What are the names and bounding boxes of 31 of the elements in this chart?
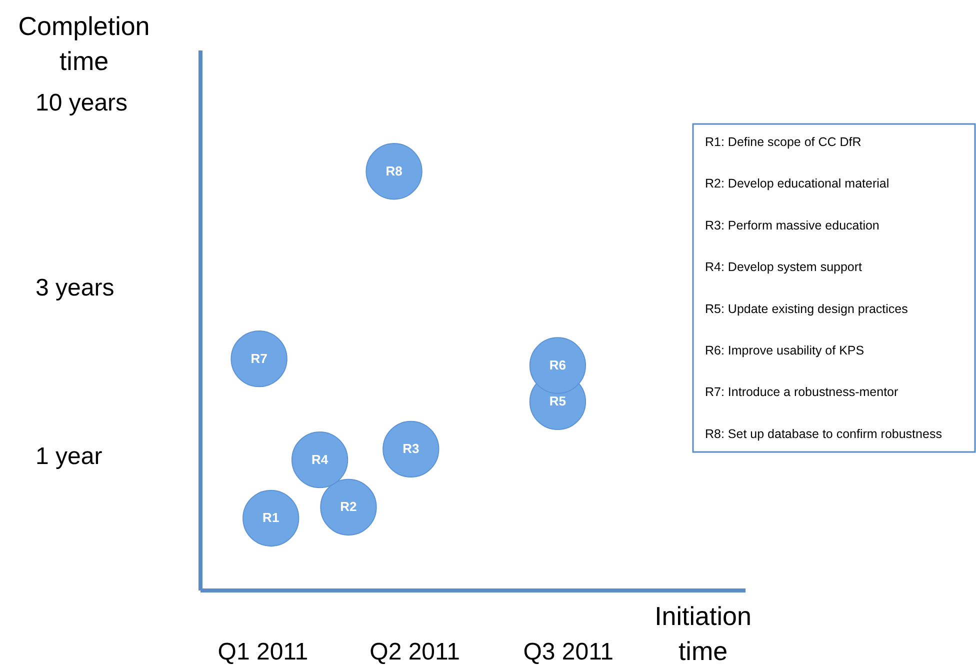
y-axis-title: Completion time [18, 11, 150, 76]
series-label: R6 [549, 357, 566, 372]
x-tick-label: Q1 2011 [218, 638, 308, 666]
annotation: R1: Define scope of CC DfR [705, 135, 862, 149]
series-label: R8 [386, 163, 402, 178]
point [242, 490, 300, 547]
annotation: R2: Develop educational material [705, 176, 890, 191]
point [366, 143, 422, 200]
x-tick-label: Q3 2011 [523, 638, 614, 666]
x-tick-label: Q2 2011 [370, 638, 460, 666]
series-label: R1 [262, 510, 280, 526]
y-tick-label: 10 years [36, 89, 128, 116]
y-tick-label: 3 years [36, 274, 114, 302]
x-axis-title: Initiation time [654, 601, 752, 666]
point [529, 337, 586, 394]
annotation: R8: Set up database to confirm robustness [705, 426, 942, 441]
series-label: R2 [340, 499, 357, 514]
series-label: R7 [250, 350, 268, 366]
annotation: R6: Improve usability of KPS [705, 344, 864, 358]
point [291, 432, 348, 488]
y-tick-label: 1 year [36, 443, 102, 470]
annotation: R4: Develop system support [705, 260, 863, 274]
annotation: R3: Perform massive education [705, 218, 880, 232]
annotation: R5: Update existing design practices [705, 302, 908, 316]
point [230, 330, 288, 388]
annotation: R7: Introduce a robustness-mentor [705, 385, 898, 400]
series-label: R5 [549, 394, 566, 409]
point [382, 420, 440, 478]
series-label: R3 [402, 441, 420, 456]
series-label: R4 [311, 452, 329, 467]
point [320, 478, 377, 536]
